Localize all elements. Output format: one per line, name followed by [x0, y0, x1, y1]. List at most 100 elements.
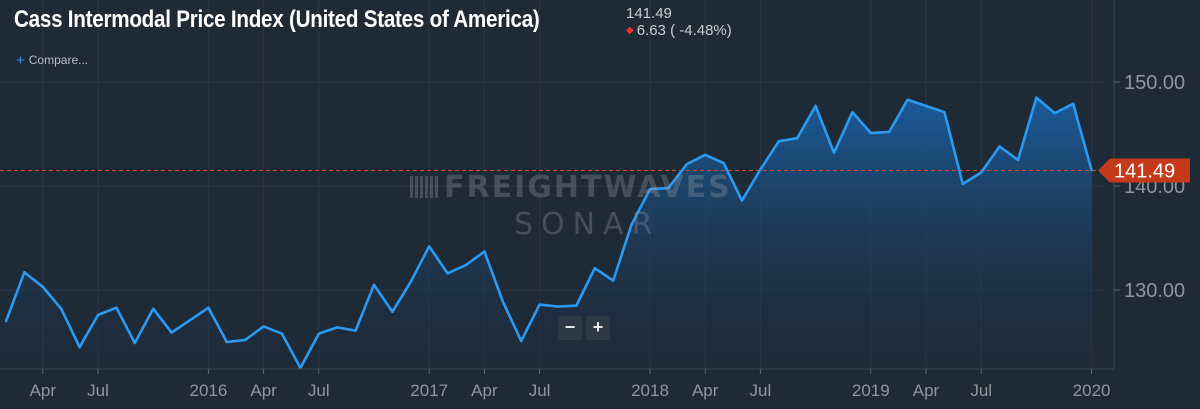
- data-point: [501, 300, 504, 303]
- x-tick-label: Jul: [529, 381, 551, 400]
- data-point: [943, 110, 946, 114]
- x-tick-label: Apr: [30, 381, 57, 400]
- change-value: 6.63 ( -4.48%): [636, 22, 732, 39]
- badge-shape: [1098, 158, 1190, 183]
- data-points: [4, 96, 1093, 370]
- data-point: [428, 245, 431, 248]
- data-point: [1016, 158, 1020, 162]
- data-point: [796, 136, 799, 140]
- x-tick-label: Jul: [970, 381, 992, 400]
- x-tick-label: 2019: [852, 381, 890, 400]
- last-value-badge: 141.49: [1098, 158, 1190, 183]
- data-point: [814, 104, 817, 108]
- data-point: [41, 285, 44, 289]
- zoom-controls: − +: [558, 316, 610, 340]
- freightwaves-logo-icon: [410, 176, 438, 198]
- data-point: [409, 280, 412, 283]
- last-value-text: 141.49: [626, 5, 672, 22]
- down-arrow-icon: ◆: [626, 25, 634, 36]
- series-line: [4, 96, 1093, 370]
- data-point: [980, 171, 983, 174]
- x-tick-label: Jul: [87, 381, 109, 400]
- watermark-text-1: FREIGHTWAVES: [444, 170, 732, 205]
- data-point: [593, 266, 596, 270]
- data-point: [575, 304, 578, 307]
- data-point: [1053, 112, 1057, 115]
- data-point: [1035, 96, 1038, 99]
- data-point: [777, 140, 780, 143]
- zoom-in-button[interactable]: +: [586, 316, 610, 340]
- y-tick-label: 150.00: [1124, 72, 1185, 94]
- data-point: [630, 223, 633, 226]
- data-point: [446, 272, 449, 275]
- x-tick-label: 2018: [631, 381, 669, 400]
- data-point: [961, 182, 964, 186]
- data-point: [685, 162, 688, 166]
- data-point: [96, 313, 100, 317]
- data-point: [612, 279, 615, 282]
- x-tick-label: Apr: [250, 381, 277, 400]
- data-point: [906, 98, 909, 101]
- data-point: [115, 306, 118, 309]
- data-point: [391, 310, 394, 314]
- data-point: [133, 341, 136, 345]
- data-point: [924, 104, 928, 108]
- data-point: [170, 331, 173, 334]
- data-point: [759, 168, 762, 171]
- data-point: [998, 145, 1001, 148]
- compare-label: Compare...: [28, 53, 89, 67]
- x-axis-ticks: Apr Jul 2016 Apr Jul 2017 Apr Jul 2018 Apr Jul 2019…: [30, 369, 1111, 400]
- x-tick-label: Jul: [308, 381, 330, 400]
- zoom-out-button[interactable]: −: [558, 316, 582, 340]
- data-point: [280, 332, 284, 335]
- area-fill: [0, 97, 1092, 369]
- data-point: [740, 199, 744, 202]
- data-point: [336, 326, 339, 329]
- data-point: [556, 305, 560, 308]
- x-tick-label: Apr: [913, 381, 940, 400]
- data-point: [851, 110, 854, 114]
- data-point: [372, 283, 376, 286]
- data-point: [225, 340, 228, 344]
- data-point: [869, 131, 872, 135]
- x-tick-label: Jul: [750, 381, 772, 400]
- compare-button[interactable]: + Compare...: [16, 52, 88, 69]
- data-point: [538, 303, 541, 306]
- data-point: [317, 332, 320, 335]
- data-point: [78, 346, 81, 349]
- data-point: [4, 320, 8, 323]
- data-point: [152, 307, 155, 310]
- badge-label: 141.49: [1114, 161, 1175, 183]
- data-point: [520, 339, 523, 343]
- data-point: [244, 338, 247, 342]
- data-point: [262, 325, 265, 328]
- data-point: [667, 186, 670, 190]
- chart-title: Cass Intermodal Price Index (United Stat…: [14, 6, 540, 33]
- data-point: [832, 151, 836, 154]
- watermark-sonar: SONAR: [514, 207, 661, 242]
- data-point: [207, 306, 210, 309]
- data-point: [704, 153, 707, 156]
- y-tick-label: 130.00: [1124, 280, 1185, 302]
- data-point: [60, 307, 63, 310]
- plus-icon: +: [16, 52, 25, 69]
- change-text: ◆ 6.63 ( -4.48%): [626, 22, 732, 39]
- data-point: [1090, 169, 1093, 172]
- data-point: [1072, 102, 1075, 106]
- data-point: [188, 318, 192, 322]
- data-point: [483, 250, 486, 253]
- x-tick-label: 2016: [189, 381, 227, 400]
- x-tick-label: Apr: [471, 381, 498, 400]
- data-point: [888, 130, 891, 134]
- data-point: [648, 187, 652, 191]
- data-point: [354, 329, 357, 332]
- data-point: [23, 271, 26, 274]
- data-point: [722, 161, 725, 165]
- x-tick-label: Apr: [692, 381, 719, 400]
- x-tick-label: 2020: [1073, 381, 1111, 400]
- data-point: [464, 263, 468, 267]
- watermark-freightwaves: FREIGHTWAVES: [410, 170, 732, 205]
